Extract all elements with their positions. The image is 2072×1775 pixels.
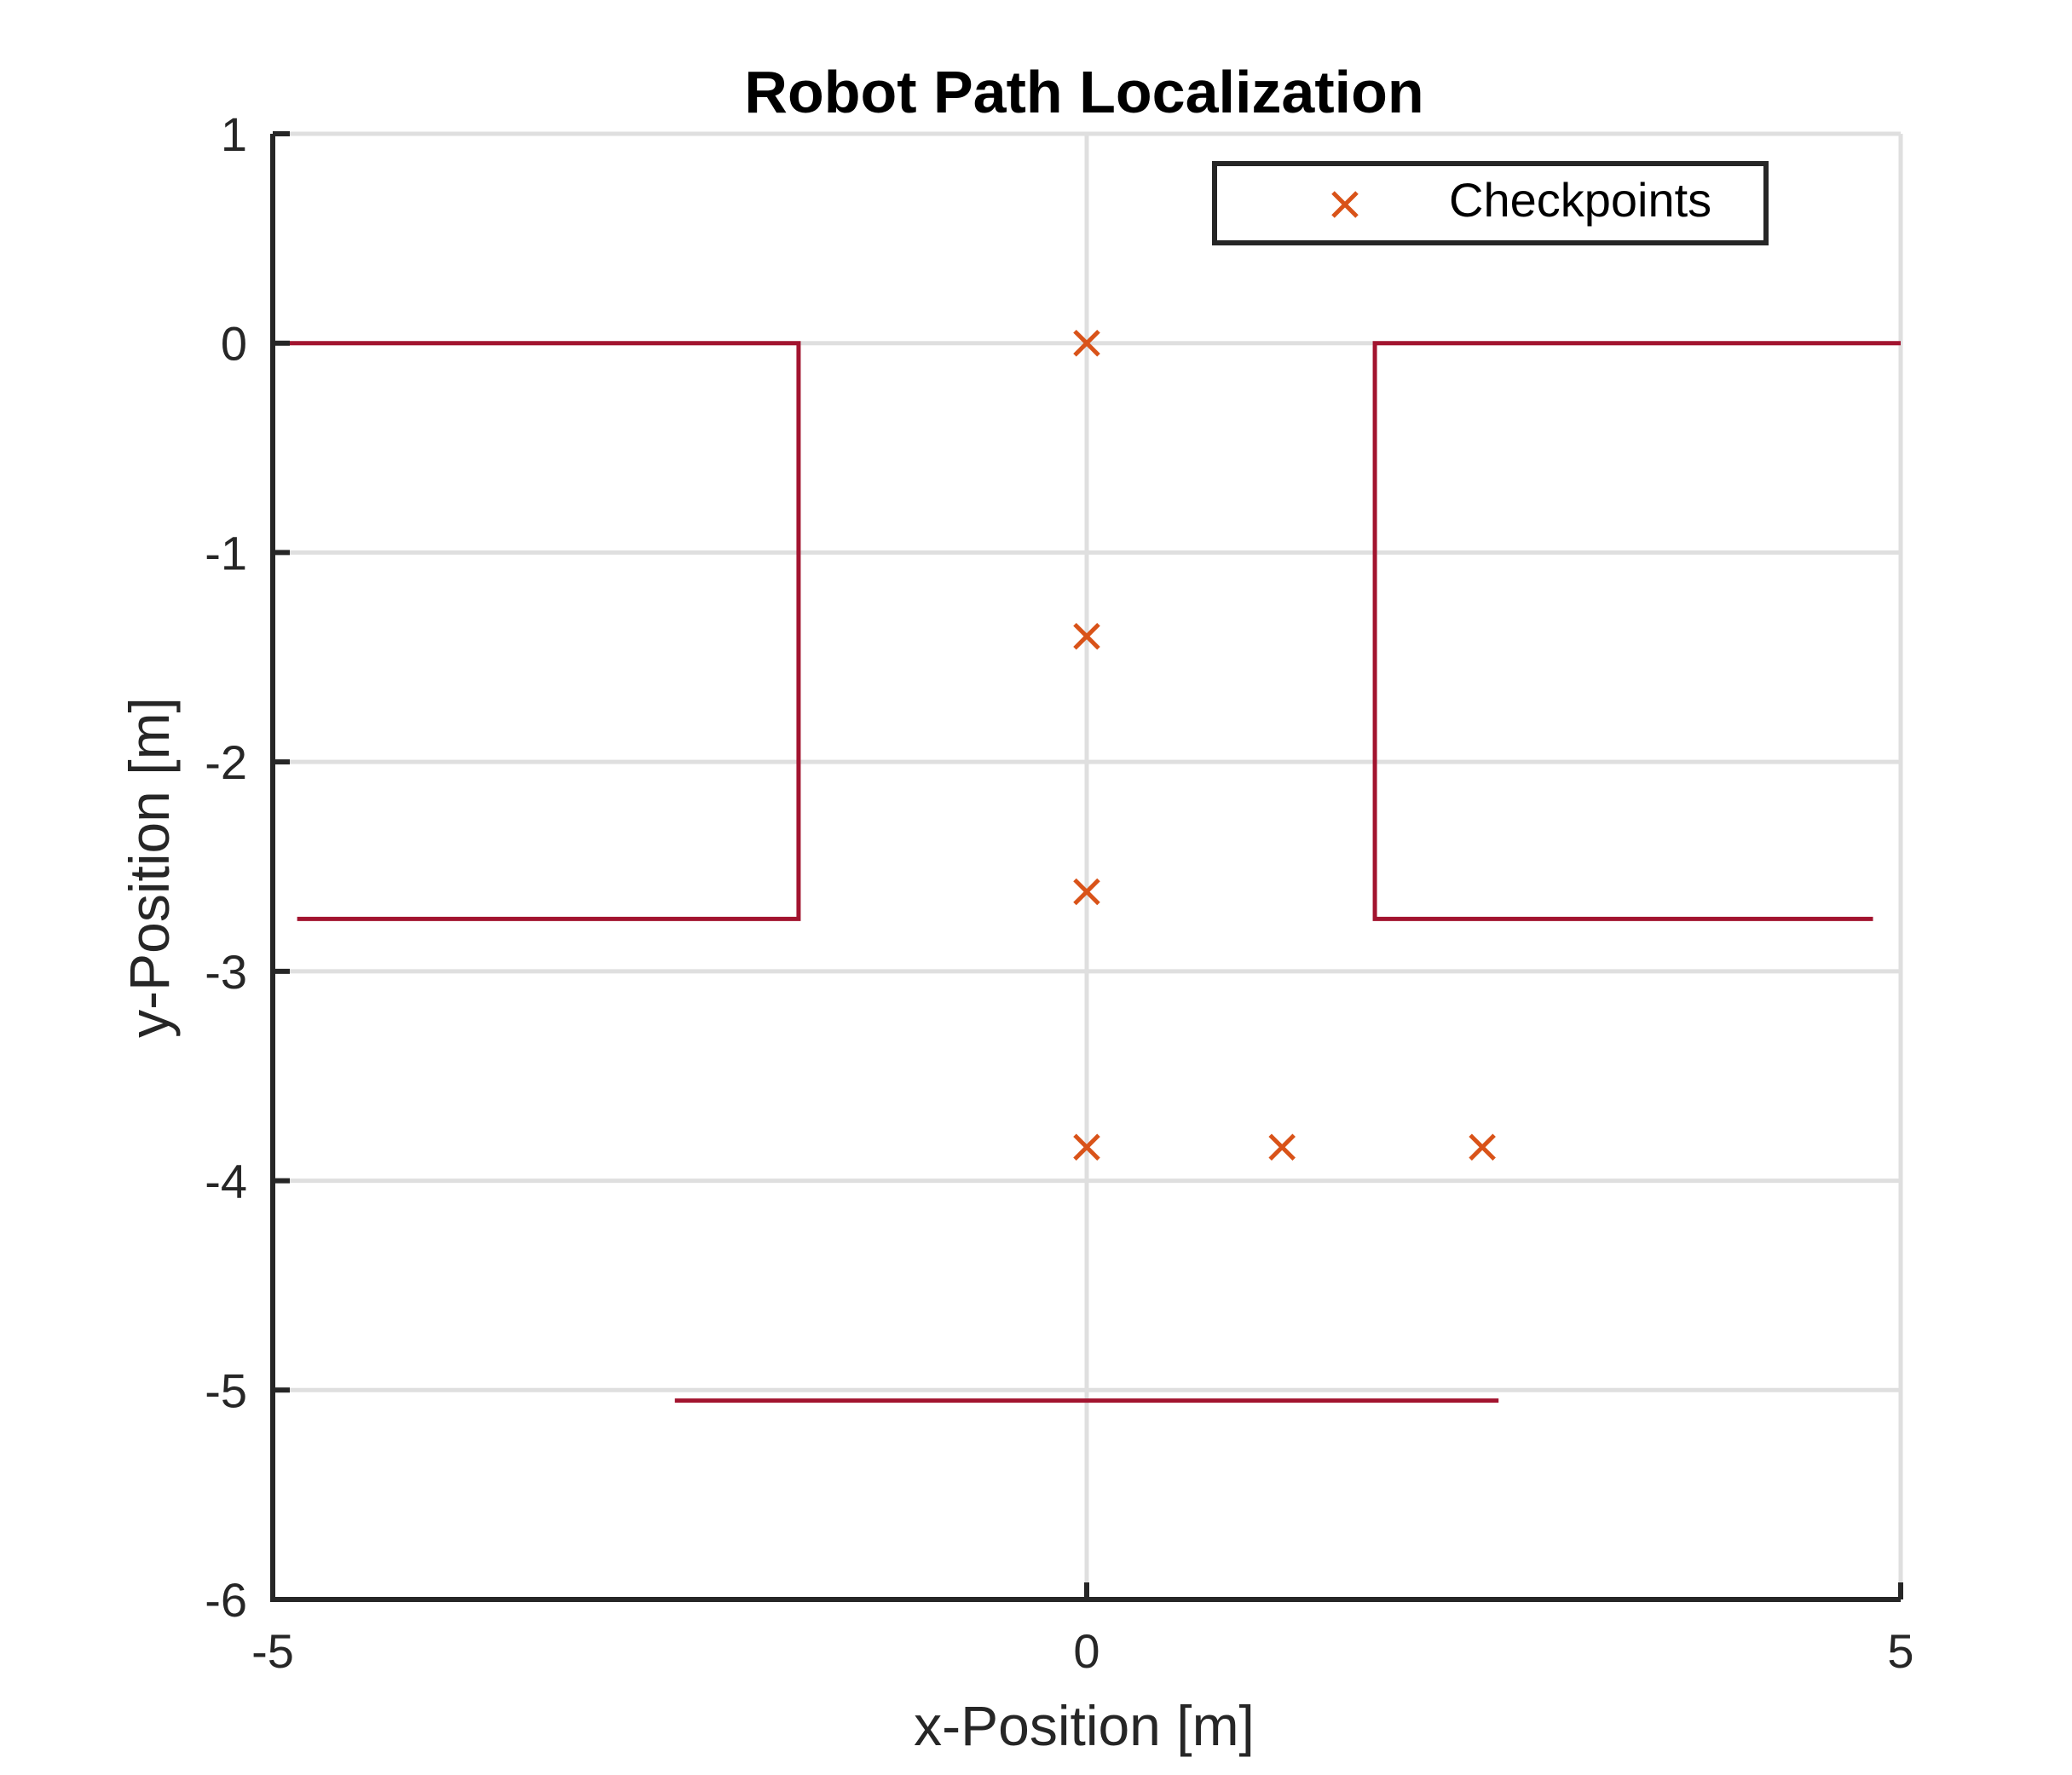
legend-marker-x	[1331, 191, 1359, 218]
wall-lines	[273, 341, 1901, 1403]
y-tick-label: 0	[221, 317, 247, 371]
y-tick-label: -6	[205, 1573, 247, 1627]
wall-line-2	[1372, 341, 1901, 921]
checkpoint-markers	[1073, 329, 1496, 1161]
y-tick-label: -2	[205, 735, 247, 789]
y-tick-label: -4	[205, 1155, 247, 1208]
x-tick-label: 0	[1073, 1624, 1099, 1678]
checkpoint-marker	[1073, 329, 1100, 357]
legend-box	[1212, 161, 1769, 245]
legend-checkpoint-marker	[1331, 191, 1359, 218]
checkpoint-marker	[1268, 1133, 1296, 1161]
axes-frame	[270, 131, 1903, 1602]
checkpoint-marker	[1469, 1133, 1496, 1161]
wall-line-1	[273, 341, 801, 921]
x-tick-label: -5	[251, 1624, 294, 1678]
x-tick-label: 5	[1887, 1624, 1913, 1678]
legend: Checkpoints	[1212, 161, 1769, 245]
y-axis-label: y-Position [m]	[118, 697, 181, 1038]
legend-label-checkpoints: Checkpoints	[1449, 173, 1711, 227]
checkpoint-marker	[1073, 878, 1100, 906]
y-tick-label: -5	[205, 1363, 247, 1417]
y-tick-label: 1	[221, 107, 247, 161]
tick-labels: 10-1-2-3-4-5-6-5 0 5	[205, 107, 1913, 1678]
y-tick-label: -1	[205, 526, 247, 579]
chart-title: Robot Path Localization	[744, 59, 1423, 125]
x-axis-label: x-Position [m]	[914, 1694, 1255, 1757]
y-tick-label: -3	[205, 945, 247, 999]
checkpoint-marker	[1073, 622, 1100, 650]
checkpoint-marker	[1073, 1133, 1100, 1161]
